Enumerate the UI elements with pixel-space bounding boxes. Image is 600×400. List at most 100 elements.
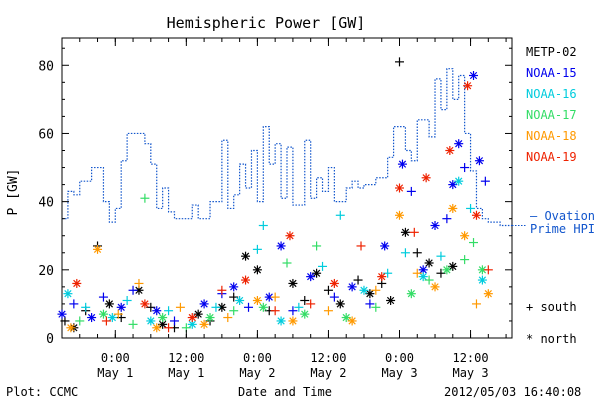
point-noaa-19-17 xyxy=(463,81,473,91)
point-noaa-15-2 xyxy=(87,313,97,323)
point-noaa-16-22 xyxy=(477,275,487,285)
point-metp-02-28 xyxy=(412,248,422,258)
point-noaa-15-16 xyxy=(329,292,339,302)
plot-axes xyxy=(61,37,513,339)
point-noaa-15-7 xyxy=(170,316,179,326)
point-noaa-15-27 xyxy=(460,163,470,173)
point-metp-02-15 xyxy=(252,265,262,275)
point-noaa-18-19 xyxy=(471,299,481,309)
point-noaa-15-18 xyxy=(365,299,375,309)
point-metp-02-26 xyxy=(395,57,404,67)
point-noaa-17-3 xyxy=(140,193,150,203)
point-noaa-18-5 xyxy=(175,302,185,312)
point-noaa-19-13 xyxy=(395,183,404,193)
point-noaa-18-3 xyxy=(134,278,144,288)
point-noaa-15-1 xyxy=(69,299,79,309)
point-metp-02-20 xyxy=(323,285,333,295)
point-noaa-15-15 xyxy=(306,272,316,282)
x-tick-date-1: May 1 xyxy=(168,366,204,380)
point-metp-02-19 xyxy=(312,268,322,278)
point-noaa-19-3 xyxy=(164,323,174,333)
point-noaa-16-12 xyxy=(294,302,304,312)
point-noaa-18-16 xyxy=(430,282,440,292)
plot-timestamp: 2012/05/03 16:40:08 xyxy=(444,385,581,399)
point-noaa-16-11 xyxy=(276,316,286,326)
x-tick-label-5: 12:00 xyxy=(452,351,488,365)
point-metp-02-27 xyxy=(400,227,410,237)
point-noaa-18-17 xyxy=(448,203,458,213)
point-noaa-17-9 xyxy=(282,258,292,268)
point-noaa-17-4 xyxy=(158,313,168,323)
point-noaa-17-13 xyxy=(371,302,381,312)
point-noaa-18-20 xyxy=(483,289,493,299)
point-noaa-19-19 xyxy=(483,265,493,275)
point-noaa-16-13 xyxy=(318,261,328,271)
point-noaa-17-0 xyxy=(75,316,85,326)
point-noaa-15-20 xyxy=(397,159,407,169)
point-noaa-15-29 xyxy=(474,156,484,166)
point-noaa-19-6 xyxy=(241,275,251,285)
point-metp-02-18 xyxy=(300,296,310,305)
point-noaa-18-2 xyxy=(113,309,123,319)
point-noaa-18-0 xyxy=(66,323,76,333)
x-tick-date-2: May 2 xyxy=(239,366,275,380)
point-noaa-18-18 xyxy=(460,231,470,241)
legend-noaa-18: NOAA-18 xyxy=(526,129,577,143)
point-metp-02-12 xyxy=(217,302,227,312)
point-noaa-17-8 xyxy=(258,302,268,312)
y-tick-label-40: 40 xyxy=(38,196,54,211)
point-noaa-16-17 xyxy=(400,248,410,258)
point-metp-02-10 xyxy=(193,309,203,319)
x-tick-label-2: 0:00 xyxy=(243,351,272,365)
point-noaa-18-14 xyxy=(395,210,404,220)
point-noaa-16-0 xyxy=(63,289,73,299)
point-noaa-16-14 xyxy=(335,210,345,220)
point-metp-02-29 xyxy=(424,258,434,268)
point-noaa-19-9 xyxy=(306,299,316,309)
north-symbol-legend: * north xyxy=(526,332,577,346)
x-tick-date-5: May 3 xyxy=(452,366,488,380)
point-noaa-15-26 xyxy=(454,139,464,149)
point-noaa-17-16 xyxy=(442,265,452,275)
point-noaa-18-4 xyxy=(152,323,162,333)
point-noaa-16-9 xyxy=(252,244,262,254)
point-noaa-15-14 xyxy=(288,306,298,316)
ovation-hpi-path xyxy=(62,68,512,227)
ovation-legend-label: — Ovation xyxy=(530,209,595,223)
point-noaa-17-10 xyxy=(300,309,310,319)
x-tick-date-0: May 1 xyxy=(97,366,133,380)
x-tick-label-0: 0:00 xyxy=(101,351,130,365)
point-metp-02-25 xyxy=(386,296,396,305)
x-tick-date-4: May 3 xyxy=(381,366,417,380)
point-noaa-19-12 xyxy=(377,272,387,282)
point-noaa-19-0 xyxy=(72,278,82,288)
point-noaa-19-2 xyxy=(140,299,150,309)
point-metp-02-21 xyxy=(335,299,345,309)
y-axis-label: P [GW] xyxy=(6,169,21,216)
point-noaa-17-18 xyxy=(469,238,479,248)
legend-noaa-15: NOAA-15 xyxy=(526,66,577,80)
south-symbol-legend: + south xyxy=(526,300,577,314)
point-noaa-16-7 xyxy=(211,302,221,312)
point-noaa-18-13 xyxy=(371,285,381,295)
point-noaa-17-7 xyxy=(229,306,239,316)
point-noaa-16-8 xyxy=(235,296,245,305)
point-noaa-16-1 xyxy=(81,302,91,312)
point-noaa-15-5 xyxy=(128,285,138,295)
point-noaa-17-6 xyxy=(205,313,215,323)
data-points xyxy=(57,57,493,333)
point-noaa-18-7 xyxy=(223,313,233,323)
legend: METP-02 NOAA-15 NOAA-16 NOAA-17 NOAA-18 NOAA-… xyxy=(526,45,577,164)
point-noaa-18-8 xyxy=(252,296,262,305)
point-noaa-17-17 xyxy=(460,255,470,265)
point-noaa-15-22 xyxy=(418,265,428,275)
legend-noaa-16: NOAA-16 xyxy=(526,87,577,101)
y-tick-label-60: 60 xyxy=(38,127,54,142)
point-noaa-16-18 xyxy=(418,272,428,282)
point-noaa-15-17 xyxy=(347,282,357,292)
point-noaa-19-4 xyxy=(187,313,197,323)
point-metp-02-14 xyxy=(241,251,251,261)
point-noaa-16-3 xyxy=(122,296,132,305)
